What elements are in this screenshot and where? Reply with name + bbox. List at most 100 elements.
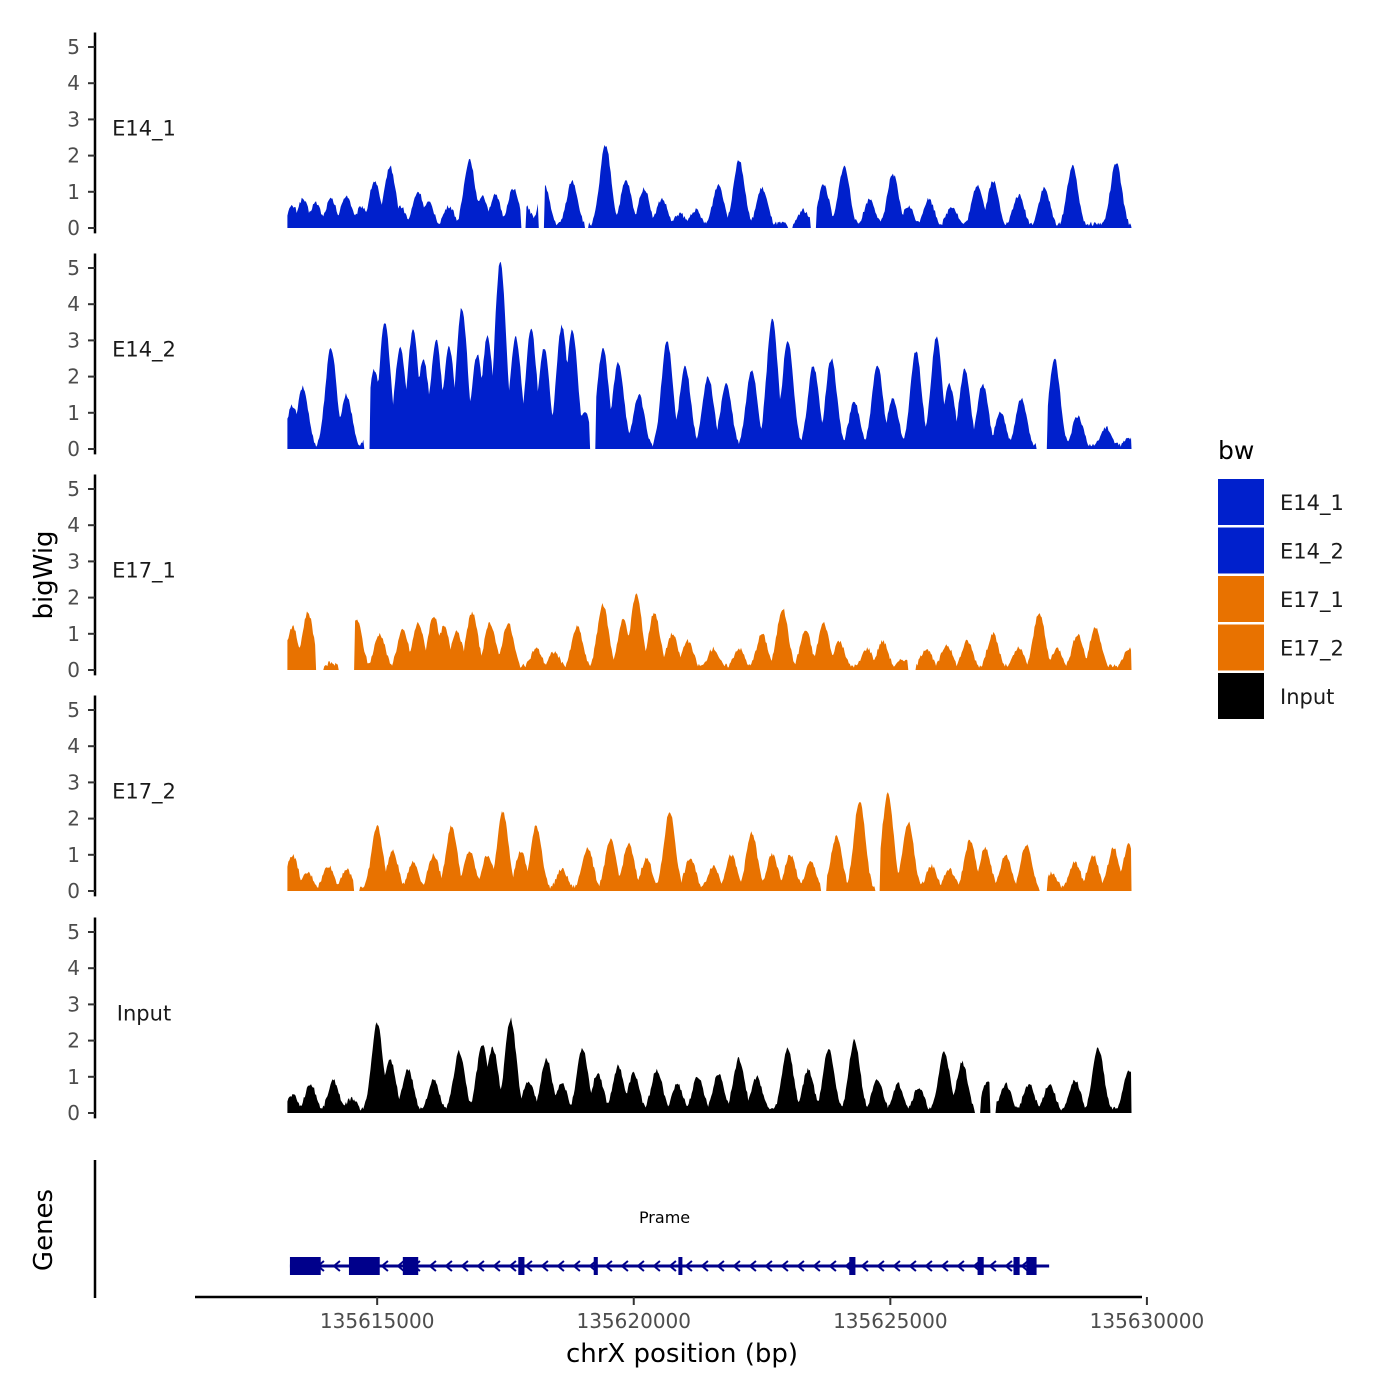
strand-arrow <box>748 1260 757 1272</box>
track-label: E17_2 <box>112 780 176 805</box>
y-tick-label: 0 <box>67 437 80 461</box>
strand-arrow <box>636 1260 645 1272</box>
strand-arrow <box>764 1260 773 1272</box>
strand-arrow <box>572 1260 581 1272</box>
y-tick-label: 1 <box>67 843 80 867</box>
y-tick-label: 2 <box>67 144 80 168</box>
x-axis: 135615000 135620000 135625000 135630000 <box>195 1295 1205 1333</box>
x-tick-label: 135620000 <box>576 1309 691 1333</box>
y-tick-label: 1 <box>67 401 80 425</box>
legend-swatch <box>1218 479 1264 525</box>
genes-axis-title: Genes <box>29 1189 59 1271</box>
strand-arrow <box>652 1260 661 1272</box>
track-label: E14_1 <box>112 117 176 142</box>
legend-swatch <box>1218 673 1264 719</box>
exon <box>593 1257 598 1275</box>
track-E17_1: 0 1 2 3 4 5 E17_1 <box>67 474 1132 682</box>
strand-arrow <box>524 1260 533 1272</box>
exon <box>289 1257 321 1275</box>
genes-track: Prame <box>93 1160 1050 1298</box>
legend-label: E14_2 <box>1280 540 1344 565</box>
signal-area-Input <box>287 1017 1132 1113</box>
legend-item: E17_1 <box>1218 576 1344 622</box>
y-tick-label: 4 <box>67 292 80 316</box>
y-tick-label: 2 <box>67 586 80 610</box>
strand-arrow <box>668 1260 677 1272</box>
track-Input: 0 1 2 3 4 5 Input <box>67 917 1132 1125</box>
strand-arrow <box>1004 1260 1013 1272</box>
legend-item: E17_2 <box>1218 624 1344 671</box>
strand-arrow <box>332 1260 341 1272</box>
strand-arrow <box>780 1260 789 1272</box>
track-E14_2: 0 1 2 3 4 5 E14_2 <box>67 253 1132 461</box>
strand-arrow <box>908 1260 917 1272</box>
y-tick-label: 5 <box>67 477 80 501</box>
track-E17_2: 0 1 2 3 4 5 E17_2 <box>67 695 1132 903</box>
signal-area-E14_2 <box>287 261 1132 449</box>
y-tick-label: 3 <box>67 107 80 131</box>
legend-item: E14_2 <box>1218 527 1344 574</box>
y-tick-label: 2 <box>67 807 80 831</box>
y-axis-title: bigWig <box>29 530 59 619</box>
strand-arrow <box>924 1260 933 1272</box>
y-tick-label: 3 <box>67 549 80 573</box>
y-tick-label: 5 <box>67 256 80 280</box>
y-tick-label: 2 <box>67 1029 80 1053</box>
strand-arrow <box>860 1260 869 1272</box>
x-tick-label: 135625000 <box>833 1309 948 1333</box>
y-tick-label: 0 <box>67 879 80 903</box>
track-label: E14_2 <box>112 338 176 363</box>
exon <box>1013 1257 1020 1275</box>
y-tick-label: 5 <box>67 920 80 944</box>
strand-arrow <box>700 1260 709 1272</box>
track-label: Input <box>117 1002 171 1026</box>
y-tick-label: 5 <box>67 698 80 722</box>
strand-arrow <box>732 1260 741 1272</box>
strand-arrow <box>476 1260 485 1272</box>
strand-arrow <box>508 1260 517 1272</box>
track-label: E17_1 <box>112 559 176 584</box>
strand-arrow <box>796 1260 805 1272</box>
legend-title: bw <box>1218 436 1254 465</box>
y-tick-label: 5 <box>67 35 80 59</box>
strand-arrow <box>716 1260 725 1272</box>
legend-label: Input <box>1280 685 1334 709</box>
y-tick-label: 2 <box>67 365 80 389</box>
exon <box>678 1257 683 1275</box>
strand-arrow <box>396 1260 405 1272</box>
legend-swatch <box>1218 624 1264 671</box>
signal-area-E17_1 <box>287 593 1132 670</box>
y-tick-label: 0 <box>67 216 80 240</box>
y-tick-label: 0 <box>67 658 80 682</box>
exon <box>518 1257 525 1275</box>
strand-arrow <box>604 1260 613 1272</box>
x-tick-label: 135630000 <box>1090 1309 1205 1333</box>
x-axis-title: chrX position (bp) <box>566 1339 798 1369</box>
y-tick-label: 3 <box>67 992 80 1016</box>
y-tick-label: 4 <box>67 71 80 95</box>
strand-arrow <box>812 1260 821 1272</box>
track-E14_1: 0 1 2 3 4 5 E14_1 <box>67 32 1132 240</box>
y-tick-label: 1 <box>67 180 80 204</box>
legend: bw E14_1 E14_2 E17_1 E17_2 Input <box>1218 436 1344 719</box>
strand-arrow <box>828 1260 837 1272</box>
x-tick-label: 135615000 <box>320 1309 435 1333</box>
y-tick-label: 0 <box>67 1101 80 1125</box>
y-tick-label: 3 <box>67 770 80 794</box>
strand-arrow <box>684 1260 693 1272</box>
exon <box>849 1257 856 1275</box>
strand-arrow <box>428 1260 437 1272</box>
strand-arrow <box>988 1260 997 1272</box>
exon <box>977 1257 984 1275</box>
strand-arrow <box>460 1260 469 1272</box>
legend-label: E17_2 <box>1280 637 1344 662</box>
tracks-layer: 0 1 2 3 4 5 E14_1 0 1 2 3 4 5 E14_2 0 1 2 3 4 5 E17_1 0 1 2 3 4 5 E… <box>67 32 1132 1125</box>
y-tick-label: 4 <box>67 513 80 537</box>
strand-arrow <box>1020 1260 1029 1272</box>
y-tick-label: 1 <box>67 1065 80 1089</box>
strand-arrow <box>444 1260 453 1272</box>
exon <box>402 1257 419 1275</box>
strand-arrow <box>940 1260 949 1272</box>
legend-swatch <box>1218 576 1264 622</box>
